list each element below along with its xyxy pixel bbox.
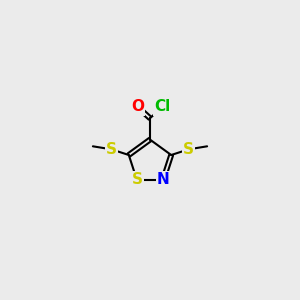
Text: O: O bbox=[131, 99, 144, 114]
Text: Cl: Cl bbox=[154, 99, 171, 114]
Text: S: S bbox=[131, 172, 142, 188]
Text: N: N bbox=[157, 172, 169, 188]
Text: S: S bbox=[106, 142, 117, 157]
Text: S: S bbox=[183, 142, 194, 157]
